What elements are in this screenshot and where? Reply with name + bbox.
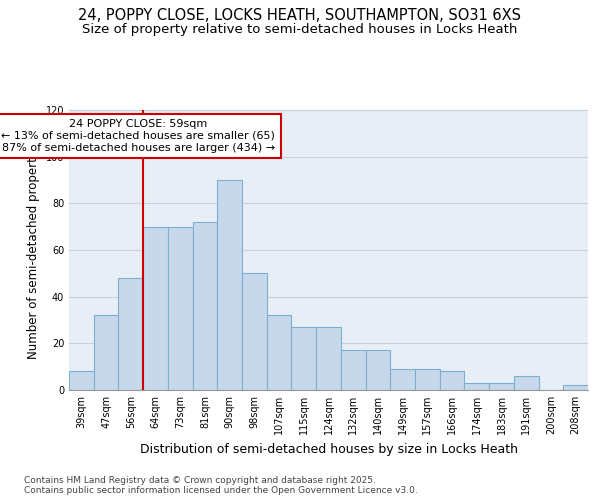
Y-axis label: Number of semi-detached properties: Number of semi-detached properties [27, 140, 40, 360]
Bar [563, 386, 588, 390]
Text: 24, POPPY CLOSE, LOCKS HEATH, SOUTHAMPTON, SO31 6XS: 24, POPPY CLOSE, LOCKS HEATH, SOUTHAMPTO… [79, 8, 521, 22]
Bar [415, 369, 440, 390]
Text: 24 POPPY CLOSE: 59sqm
← 13% of semi-detached houses are smaller (65)
87% of semi: 24 POPPY CLOSE: 59sqm ← 13% of semi-deta… [1, 120, 275, 152]
Bar [143, 226, 168, 390]
Bar [94, 316, 118, 390]
Bar [69, 372, 94, 390]
Bar [464, 383, 489, 390]
X-axis label: Distribution of semi-detached houses by size in Locks Heath: Distribution of semi-detached houses by … [139, 442, 517, 456]
Bar [118, 278, 143, 390]
Bar [168, 226, 193, 390]
Bar [489, 383, 514, 390]
Text: Contains HM Land Registry data © Crown copyright and database right 2025.
Contai: Contains HM Land Registry data © Crown c… [24, 476, 418, 495]
Text: Size of property relative to semi-detached houses in Locks Heath: Size of property relative to semi-detach… [82, 22, 518, 36]
Bar [193, 222, 217, 390]
Bar [292, 327, 316, 390]
Bar [440, 372, 464, 390]
Bar [316, 327, 341, 390]
Bar [514, 376, 539, 390]
Bar [217, 180, 242, 390]
Bar [242, 274, 267, 390]
Bar [341, 350, 365, 390]
Bar [390, 369, 415, 390]
Bar [267, 316, 292, 390]
Bar [365, 350, 390, 390]
